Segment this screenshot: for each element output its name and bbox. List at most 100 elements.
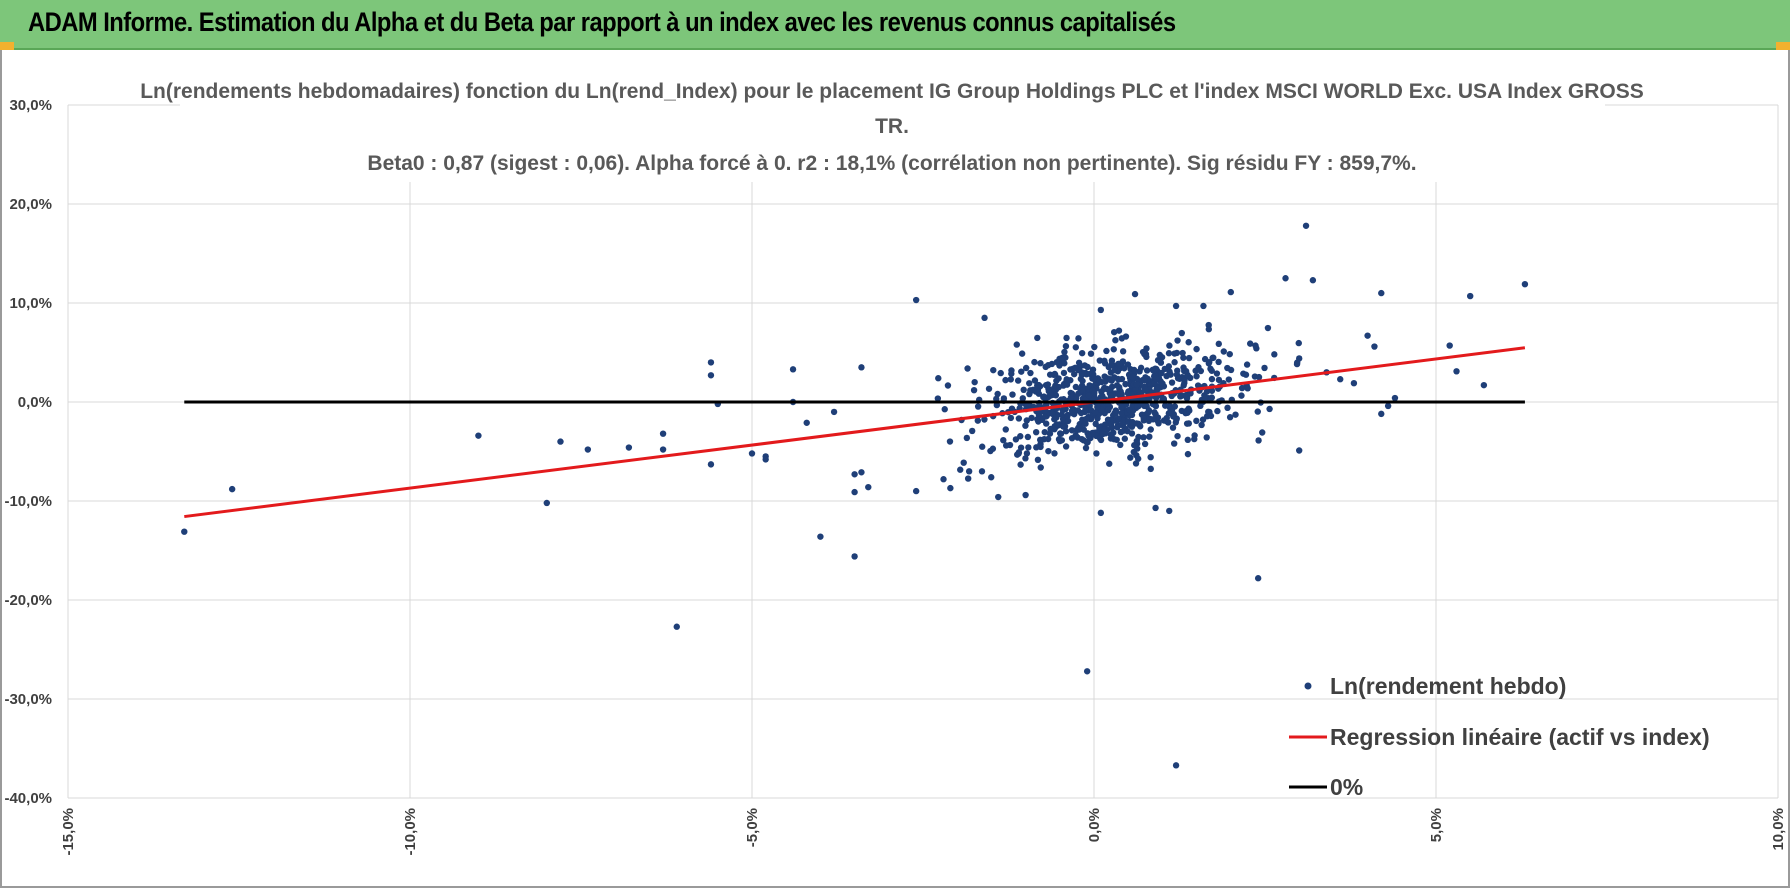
legend-label-regression: Regression linéaire (actif vs index) xyxy=(1330,724,1710,750)
data-point xyxy=(1006,441,1014,449)
data-point xyxy=(1384,402,1392,410)
data-point xyxy=(981,416,988,423)
data-point xyxy=(946,438,954,445)
data-point xyxy=(1018,368,1025,375)
data-point xyxy=(935,375,942,382)
data-point xyxy=(1026,380,1033,387)
data-point xyxy=(1044,381,1052,388)
data-point xyxy=(1050,385,1058,392)
data-point xyxy=(979,443,986,450)
data-point xyxy=(1378,410,1385,418)
data-point xyxy=(1119,348,1127,355)
data-point xyxy=(1101,373,1108,380)
data-point xyxy=(1083,415,1090,423)
data-point xyxy=(1136,368,1143,375)
data-point xyxy=(1075,335,1082,342)
data-point xyxy=(557,438,564,445)
data-point xyxy=(1091,409,1099,416)
data-point xyxy=(1068,434,1076,442)
data-point xyxy=(748,450,756,457)
data-point xyxy=(1072,383,1080,391)
data-point xyxy=(1114,375,1122,383)
chart-frame xyxy=(0,50,1790,888)
data-point xyxy=(1110,436,1118,443)
chart-title-line-1: Ln(rendements hebdomadaires) fonction du… xyxy=(140,80,1644,103)
data-point xyxy=(1128,430,1136,437)
data-point xyxy=(1063,381,1071,388)
data-point xyxy=(974,403,982,410)
data-point xyxy=(963,434,971,442)
data-point xyxy=(1179,349,1186,357)
data-point xyxy=(1034,382,1041,389)
data-point xyxy=(707,372,715,379)
data-point xyxy=(947,484,954,492)
data-point xyxy=(1061,360,1068,367)
data-point xyxy=(1295,339,1302,347)
data-point xyxy=(934,395,942,402)
data-point xyxy=(965,468,973,475)
axes: 30,0% 20,0% 10,0% 0,0% -10,0% -20,0% -30,0% -40… xyxy=(4,97,1787,856)
data-point xyxy=(988,474,995,481)
data-point xyxy=(1134,455,1142,462)
data-point xyxy=(989,445,997,452)
data-point xyxy=(1141,440,1149,448)
data-point xyxy=(1079,377,1086,385)
data-point xyxy=(1243,361,1251,368)
data-point xyxy=(960,459,967,466)
data-point xyxy=(1210,354,1217,361)
data-point xyxy=(1022,491,1029,499)
title-background xyxy=(180,72,1605,182)
data-point xyxy=(1337,376,1344,383)
data-point xyxy=(1014,377,1022,384)
data-point xyxy=(981,314,988,322)
data-point xyxy=(1062,443,1070,450)
data-point xyxy=(1112,337,1119,344)
data-point xyxy=(1207,365,1214,373)
data-point xyxy=(1174,337,1181,344)
data-point xyxy=(1101,421,1109,428)
data-point xyxy=(990,366,997,374)
data-point xyxy=(1178,329,1185,337)
data-point xyxy=(1060,369,1068,377)
data-point xyxy=(1084,363,1091,371)
data-point xyxy=(1111,367,1118,374)
data-point xyxy=(1118,421,1125,429)
data-point xyxy=(1203,434,1210,441)
data-point xyxy=(1213,370,1221,377)
report-title: ADAM Informe. Estimation du Alpha et du … xyxy=(28,7,1176,37)
data-point xyxy=(1197,402,1204,410)
data-point xyxy=(1146,433,1153,440)
data-point xyxy=(1069,407,1076,415)
data-point xyxy=(1302,222,1310,229)
data-point xyxy=(1193,417,1200,425)
data-point xyxy=(1296,355,1303,362)
data-point xyxy=(1059,354,1066,361)
data-point xyxy=(970,386,978,394)
x-tick-label: 5,0% xyxy=(1428,808,1445,842)
data-point xyxy=(1264,324,1272,332)
x-tick-label: -15,0% xyxy=(60,808,77,856)
data-point xyxy=(1133,403,1141,410)
data-point xyxy=(1208,394,1215,401)
data-point xyxy=(995,493,1002,501)
data-point xyxy=(1165,350,1173,357)
data-point xyxy=(1007,376,1015,383)
data-point xyxy=(830,408,838,416)
data-point xyxy=(625,444,633,451)
data-point xyxy=(1220,348,1227,355)
data-point xyxy=(865,483,872,491)
data-point xyxy=(1191,435,1198,443)
data-point xyxy=(1104,416,1112,423)
data-point xyxy=(1078,371,1086,378)
data-point xyxy=(1055,436,1063,443)
data-point xyxy=(1020,386,1027,394)
data-point xyxy=(1165,410,1172,417)
data-point xyxy=(1185,339,1192,346)
data-point xyxy=(1152,365,1159,372)
data-point xyxy=(1172,302,1180,310)
data-point xyxy=(1099,430,1107,438)
data-point xyxy=(1068,427,1076,434)
data-point xyxy=(1166,342,1173,349)
x-tick-label: -10,0% xyxy=(402,808,419,856)
data-point xyxy=(1067,366,1074,373)
